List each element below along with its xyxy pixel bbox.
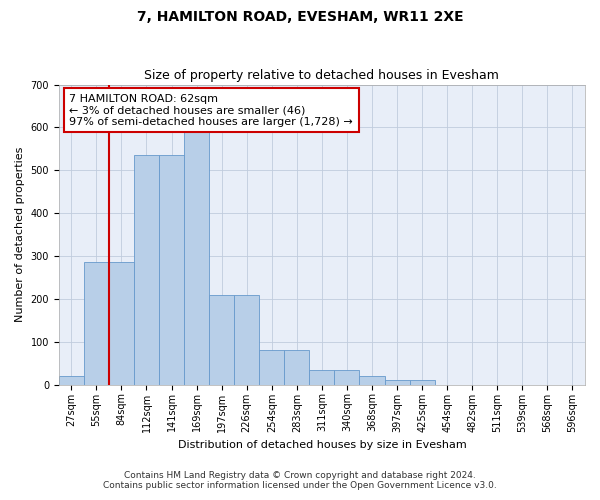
Bar <box>284 350 310 384</box>
Y-axis label: Number of detached properties: Number of detached properties <box>15 147 25 322</box>
Bar <box>234 294 259 384</box>
Bar <box>310 370 334 384</box>
Bar <box>134 156 159 384</box>
Text: Contains HM Land Registry data © Crown copyright and database right 2024.
Contai: Contains HM Land Registry data © Crown c… <box>103 470 497 490</box>
X-axis label: Distribution of detached houses by size in Evesham: Distribution of detached houses by size … <box>178 440 466 450</box>
Bar <box>410 380 434 384</box>
Bar <box>209 294 234 384</box>
Text: 7 HAMILTON ROAD: 62sqm
← 3% of detached houses are smaller (46)
97% of semi-deta: 7 HAMILTON ROAD: 62sqm ← 3% of detached … <box>70 94 353 127</box>
Title: Size of property relative to detached houses in Evesham: Size of property relative to detached ho… <box>145 69 499 82</box>
Text: 7, HAMILTON ROAD, EVESHAM, WR11 2XE: 7, HAMILTON ROAD, EVESHAM, WR11 2XE <box>137 10 463 24</box>
Bar <box>159 156 184 384</box>
Bar <box>334 370 359 384</box>
Bar <box>184 132 209 384</box>
Bar <box>259 350 284 384</box>
Bar <box>385 380 410 384</box>
Bar <box>359 376 385 384</box>
Bar <box>109 262 134 384</box>
Bar <box>59 376 84 384</box>
Bar <box>84 262 109 384</box>
